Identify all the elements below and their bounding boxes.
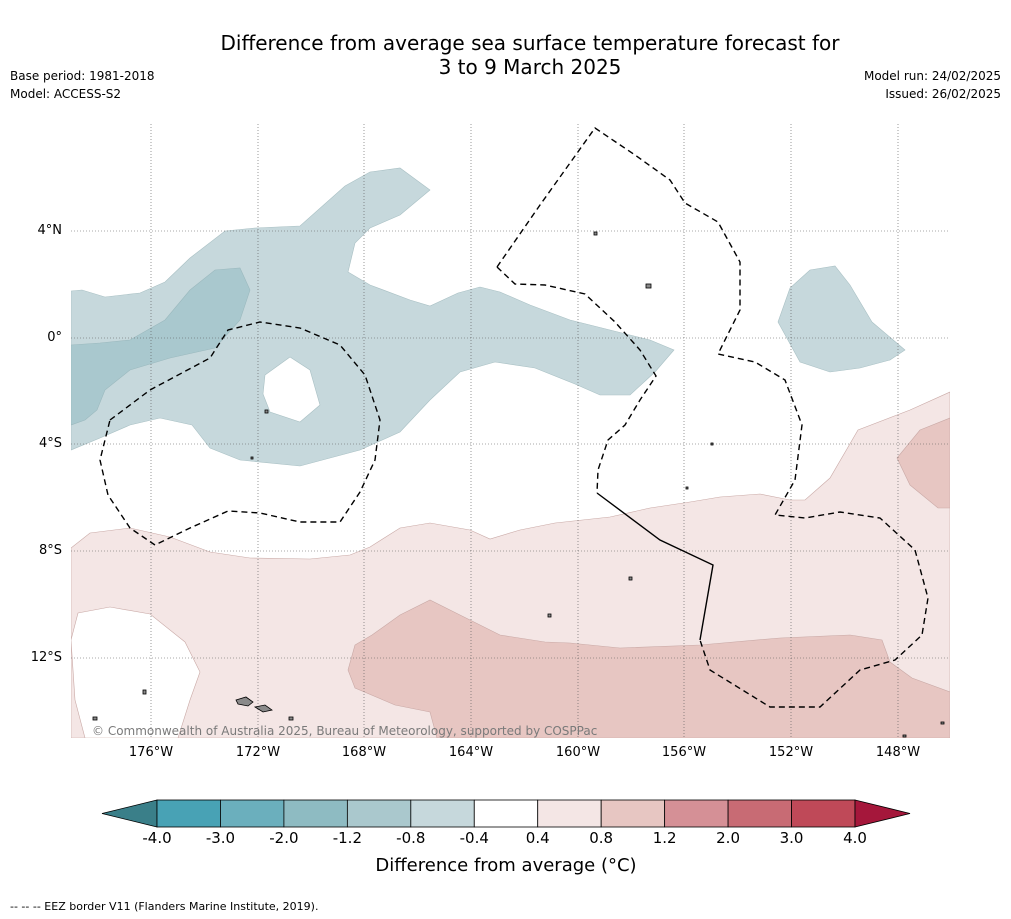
colorbar-segment-7 bbox=[600, 799, 666, 828]
colorbar-segment-5 bbox=[473, 799, 539, 828]
island-small-11 bbox=[250, 456, 254, 460]
eez-kiribati-phoenix bbox=[99, 321, 381, 546]
colorbar-low-extend bbox=[101, 799, 158, 828]
graticule bbox=[71, 124, 950, 738]
lon-label-152w: 152°W bbox=[768, 745, 814, 760]
colorbar-segment-1 bbox=[220, 799, 285, 828]
colorbar-tick-label: -4.0 bbox=[142, 829, 172, 847]
colorbar-label: Difference from average (°C) bbox=[375, 855, 637, 876]
cool-anomaly-mid-region bbox=[71, 267, 251, 426]
lon-label-160w: 160°W bbox=[555, 745, 601, 760]
lon-label-176w: 176°W bbox=[128, 745, 174, 760]
meta-right: Model run: 24/02/2025 Issued: 26/02/2025 bbox=[864, 67, 1001, 103]
map-title-line1: Difference from average sea surface temp… bbox=[220, 31, 840, 55]
lat-label-4s: 4°S bbox=[38, 436, 62, 451]
lat-label-8s: 8°S bbox=[38, 543, 62, 558]
maritime-boundary-solid bbox=[596, 492, 714, 641]
lon-label-168w: 168°W bbox=[341, 745, 387, 760]
colorbar-tick-label: -1.2 bbox=[332, 829, 362, 847]
eez-kiribati-line bbox=[496, 127, 929, 708]
island-small-10 bbox=[710, 442, 714, 446]
lat-label-4n: 4°N bbox=[37, 223, 63, 238]
island-small-9 bbox=[685, 486, 689, 490]
colorbar-tick-label: 4.0 bbox=[843, 829, 867, 847]
island-small-7 bbox=[288, 716, 294, 721]
colorbar-tick-label: -3.0 bbox=[205, 829, 236, 847]
island-small-8 bbox=[547, 613, 552, 618]
island-savaii bbox=[235, 696, 254, 707]
lon-label-156w: 156°W bbox=[661, 745, 707, 760]
colorbar-segment-9 bbox=[727, 799, 792, 828]
map-plot-area bbox=[71, 124, 950, 738]
colorbar-tick-label: -0.8 bbox=[396, 829, 426, 847]
lon-label-164w: 164°W bbox=[448, 745, 494, 760]
colorbar-segment-2 bbox=[283, 799, 348, 828]
colorbar-tick-label: 1.2 bbox=[652, 829, 677, 847]
island-small-4 bbox=[628, 576, 633, 581]
lat-label-0: 0° bbox=[47, 330, 62, 345]
island-small-2 bbox=[645, 283, 652, 289]
cool-anomaly-light-region-east bbox=[777, 265, 906, 373]
neutral-region-lower-left bbox=[71, 606, 201, 738]
colorbar-segment-8 bbox=[664, 799, 729, 828]
colorbar-tick-label: -2.0 bbox=[269, 829, 299, 847]
colorbar-segment-0 bbox=[156, 799, 221, 828]
island-small-3 bbox=[142, 689, 147, 695]
colorbar-segment-3 bbox=[346, 799, 412, 828]
lon-label-148w: 148°W bbox=[875, 745, 921, 760]
warm-anomaly-mid-region bbox=[347, 599, 950, 738]
island-small-5 bbox=[264, 409, 269, 414]
colorbar-tick-label: 0.8 bbox=[589, 829, 614, 847]
model-text: Model: ACCESS-S2 bbox=[10, 87, 122, 101]
eez-tokelau-cook bbox=[496, 266, 657, 494]
copyright-text: © Commonwealth of Australia 2025, Bureau… bbox=[92, 724, 598, 738]
colorbar-segments bbox=[156, 799, 856, 828]
colorbar-segment-6 bbox=[537, 799, 602, 828]
colorbar-tick-label: 2.0 bbox=[716, 829, 740, 847]
map-title: Difference from average sea surface temp… bbox=[130, 31, 930, 79]
warm-anomaly-mid-region-east bbox=[896, 417, 950, 509]
island-upolu bbox=[253, 704, 273, 713]
island-small-12 bbox=[940, 721, 945, 725]
island-small-1 bbox=[593, 231, 598, 236]
island-small-13 bbox=[902, 734, 907, 738]
model-run-text: Model run: 24/02/2025 bbox=[863, 69, 1001, 83]
colorbar-high-extend bbox=[854, 799, 911, 828]
base-period-text: Base period: 1981-2018 bbox=[10, 69, 155, 83]
eez-footnote: -- -- -- EEZ border V11 (Flanders Marine… bbox=[10, 900, 319, 913]
issued-text: Issued: 26/02/2025 bbox=[885, 87, 1001, 101]
lat-label-12s: 12°S bbox=[30, 650, 62, 665]
colorbar-segment-4 bbox=[410, 799, 475, 828]
colorbar-tick-label: 0.4 bbox=[525, 829, 550, 847]
lon-label-172w: 172°W bbox=[235, 745, 281, 760]
island-small-6 bbox=[92, 716, 98, 721]
neutral-region-inner-hole bbox=[262, 356, 321, 423]
colorbar-tick-label: -0.4 bbox=[459, 829, 489, 847]
colorbar-segment-10 bbox=[791, 799, 856, 828]
colorbar-tick-label: 3.0 bbox=[779, 829, 804, 847]
eez-borders bbox=[99, 127, 929, 708]
islands bbox=[92, 231, 945, 738]
cool-anomaly-light-region bbox=[71, 167, 675, 467]
map-title-line2: 3 to 9 March 2025 bbox=[438, 55, 622, 79]
meta-left: Base period: 1981-2018 Model: ACCESS-S2 bbox=[10, 67, 155, 103]
